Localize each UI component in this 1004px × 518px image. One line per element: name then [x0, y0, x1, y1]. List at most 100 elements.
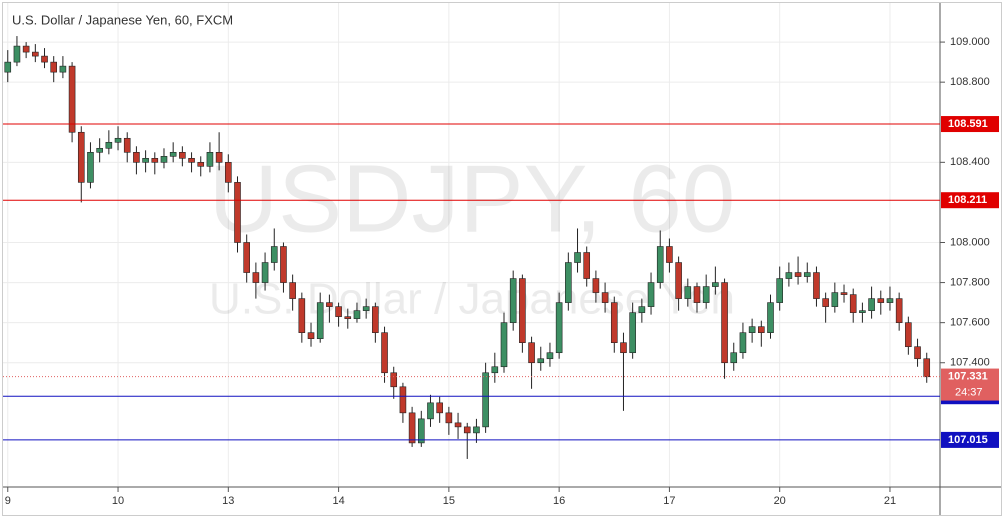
candle-body [813, 272, 820, 299]
candle-body [849, 294, 857, 313]
candle-body [647, 282, 655, 307]
candle-body [32, 51, 39, 57]
candle-body [702, 286, 710, 303]
candle-body [546, 352, 554, 360]
candle-body [261, 262, 269, 283]
candle-body [656, 246, 664, 283]
candle-body [179, 152, 186, 159]
chart-title: U.S. Dollar / Japanese Yen, 60, FXCM [12, 12, 233, 27]
candle-body [601, 292, 609, 303]
candle-body [638, 306, 646, 313]
countdown: 24:37 [955, 386, 983, 398]
level-label-bg [941, 192, 999, 209]
candle-body [206, 152, 214, 167]
candle-body [280, 246, 287, 283]
y-tick-label: 107.800 [950, 276, 990, 288]
current-price-bg [941, 368, 999, 401]
watermark-subtitle: U.S. Dollar / Japanese Yen [209, 275, 735, 324]
candle-body [583, 252, 591, 279]
x-tick-label: 9 [5, 495, 11, 507]
candle-body [675, 262, 682, 299]
candle-body [197, 162, 205, 167]
candle-body [188, 158, 195, 163]
candle-body [87, 152, 94, 183]
candle-body [114, 137, 122, 143]
candle-body [509, 278, 517, 323]
candle-body [491, 366, 499, 374]
candle-body [758, 326, 765, 333]
candle-body [592, 278, 600, 293]
y-tick-label: 108.800 [950, 76, 990, 88]
x-tick-label: 10 [112, 495, 124, 507]
y-tick-label: 108.400 [950, 156, 990, 168]
candle-body [473, 426, 480, 434]
candle-body [316, 302, 324, 339]
watermark: USDJPY, 60 [209, 145, 736, 252]
candle-body [243, 242, 250, 273]
candle-body [565, 262, 572, 303]
candle-body [142, 158, 149, 163]
candle-body [22, 45, 30, 53]
candle-body [362, 306, 370, 311]
candle-body [335, 306, 342, 317]
candle-body [41, 55, 48, 63]
candle-body [289, 282, 296, 299]
level-label: 108.211 [948, 194, 987, 206]
candle-body [712, 282, 719, 287]
candle-body [620, 342, 627, 354]
candle-body [252, 272, 260, 283]
y-tick-label: 107.400 [950, 357, 990, 369]
candle-body [537, 358, 545, 364]
candle-body [895, 298, 903, 323]
candle-body [427, 402, 434, 420]
candle-body [50, 61, 58, 73]
candle-body [463, 426, 471, 434]
candle-body [730, 352, 738, 364]
current-price-label: 107.331 [948, 370, 988, 382]
candle-body [914, 346, 921, 360]
y-tick-label: 107.600 [950, 317, 990, 329]
x-tick-label: 15 [443, 495, 455, 507]
candle-body [831, 292, 839, 307]
candle-body [399, 386, 407, 414]
candle-body [454, 422, 462, 428]
level-label: 108.591 [948, 118, 988, 130]
level-label-bg [941, 116, 999, 133]
candle-body [610, 302, 618, 344]
candle-body [160, 156, 168, 163]
candle-body [408, 412, 416, 444]
candle-body [721, 282, 728, 364]
candle-body [270, 246, 278, 263]
candle-body [234, 182, 241, 243]
candle-body [13, 45, 21, 63]
candle-body [776, 278, 783, 303]
candle-body [353, 310, 361, 319]
x-tick-label: 17 [663, 495, 675, 507]
candle-body [215, 152, 223, 163]
candle-body [381, 332, 388, 374]
candle-body [684, 286, 692, 299]
candle-body [372, 306, 379, 333]
candle-body [693, 286, 701, 303]
candle-body [96, 147, 103, 153]
candle-body [877, 298, 885, 303]
candle-body [59, 65, 67, 73]
candle-body [445, 412, 453, 424]
candle-body [868, 298, 875, 311]
candle-body [225, 162, 232, 183]
candle-body [436, 402, 443, 414]
candle-body [794, 272, 802, 277]
candle-body [666, 246, 673, 263]
candle-body [519, 278, 526, 344]
candle-body [133, 152, 140, 163]
x-tick-label: 13 [222, 495, 234, 507]
candles [4, 36, 931, 459]
candle-body [803, 272, 811, 277]
candle-body [390, 372, 398, 388]
candle-body [68, 65, 76, 133]
candle-body [344, 316, 352, 319]
level-label-bg [941, 431, 999, 448]
